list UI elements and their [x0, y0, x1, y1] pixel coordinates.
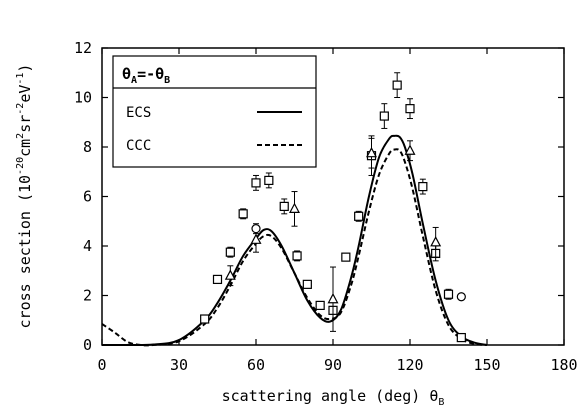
triangle-marker: [366, 146, 377, 158]
legend-label-ecs: ECS: [126, 105, 151, 121]
square-marker: [354, 211, 364, 221]
square-marker: [405, 104, 415, 114]
x-axis-ticks: 0 30 60 90 120 150 180: [97, 48, 578, 374]
series-line-ccc: [101, 148, 488, 347]
y-tick-label: 12: [74, 39, 92, 57]
square-marker: [315, 300, 325, 310]
series-lines: [101, 134, 488, 347]
x-tick-label: 0: [97, 356, 106, 374]
y-tick-label: 0: [83, 336, 92, 354]
square-marker: [392, 80, 402, 90]
x-tick-label: 60: [247, 356, 265, 374]
square-marker: [418, 182, 428, 192]
y-tick-label: 10: [74, 89, 92, 107]
y-tick-label: 8: [83, 138, 92, 156]
square-marker: [225, 247, 235, 257]
data-markers: [200, 72, 466, 343]
x-axis-label: scattering angle (deg) θB: [222, 387, 445, 408]
y-axis-label: cross section (10-20cm2sr-2eV-1): [15, 64, 34, 329]
y-tick-label: 6: [83, 188, 92, 206]
x-tick-label: 120: [396, 356, 423, 374]
triangle-marker: [404, 144, 416, 155]
triangle-marker: [430, 236, 442, 247]
triangle-marker: [289, 202, 300, 213]
x-tick-label: 30: [170, 356, 188, 374]
square-marker: [212, 274, 223, 285]
square-marker: [302, 279, 312, 289]
circle-marker: [456, 292, 466, 302]
x-tick-label: 90: [324, 356, 342, 374]
x-tick-label: 180: [550, 356, 577, 374]
square-marker: [379, 111, 389, 121]
square-marker: [264, 175, 274, 186]
circle-marker: [251, 224, 261, 234]
square-marker: [292, 251, 302, 261]
y-tick-label: 4: [83, 237, 92, 255]
triangle-marker: [327, 292, 339, 304]
square-marker: [238, 209, 248, 219]
y-tick-label: 2: [83, 287, 92, 305]
triangle-marker: [250, 233, 262, 244]
legend-title: θA=-θB: [122, 65, 170, 86]
triangle-marker: [224, 269, 236, 280]
x-tick-label: 150: [473, 356, 500, 374]
square-marker: [341, 252, 351, 262]
square-marker: [279, 201, 289, 211]
legend: θA=-θB ECS CCC: [112, 55, 317, 168]
square-marker: [443, 289, 454, 299]
legend-label-ccc: CCC: [126, 138, 151, 154]
square-marker: [200, 314, 210, 324]
y-axis-ticks: 0 2 4 6 8 10 12: [74, 39, 564, 354]
square-marker: [456, 332, 466, 343]
square-marker: [251, 178, 261, 188]
